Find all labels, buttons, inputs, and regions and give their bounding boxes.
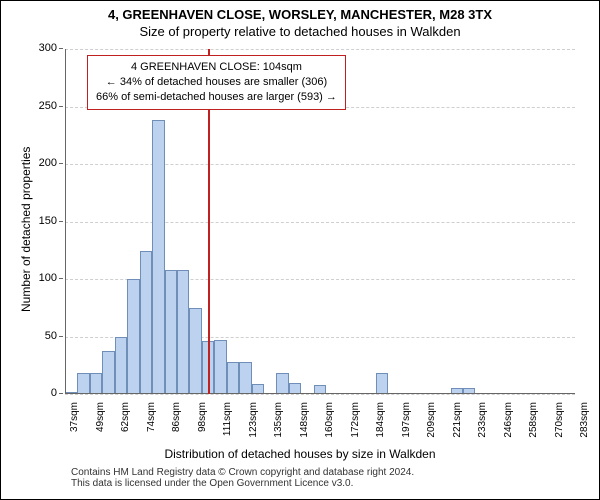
y-tick-label: 100: [31, 272, 57, 284]
x-tick-label: 98sqm: [197, 402, 208, 450]
x-tick-label: 246sqm: [503, 402, 514, 450]
footer-line2: This data is licensed under the Open Gov…: [71, 478, 414, 489]
gridline: [65, 222, 575, 223]
histogram-bar: [276, 373, 288, 394]
histogram-bar: [77, 373, 89, 394]
x-tick-label: 148sqm: [299, 402, 310, 450]
x-tick-label: 49sqm: [95, 402, 106, 450]
x-tick-label: 184sqm: [375, 402, 386, 450]
histogram-bar: [177, 270, 189, 394]
info-line-size: 4 GREENHAVEN CLOSE: 104sqm: [96, 60, 337, 75]
chart-title-address: 4, GREENHAVEN CLOSE, WORSLEY, MANCHESTER…: [1, 1, 599, 22]
x-tick-label: 111sqm: [222, 402, 233, 450]
histogram-bar: [165, 270, 177, 394]
footer-attribution: Contains HM Land Registry data © Crown c…: [71, 467, 414, 489]
x-axis-line: [65, 393, 575, 394]
histogram-bar: [189, 308, 201, 394]
histogram-bar: [90, 373, 102, 394]
info-box: 4 GREENHAVEN CLOSE: 104sqm ← 34% of deta…: [87, 55, 346, 110]
chart-subtitle: Size of property relative to detached ho…: [1, 22, 599, 39]
gridline: [65, 49, 575, 50]
x-tick-label: 37sqm: [69, 402, 80, 450]
histogram-bar: [127, 279, 139, 394]
histogram-bar: [227, 362, 239, 394]
gridline: [65, 164, 575, 165]
x-tick-label: 270sqm: [554, 402, 565, 450]
x-tick-label: 123sqm: [248, 402, 259, 450]
x-tick-label: 86sqm: [171, 402, 182, 450]
histogram-bar: [102, 351, 114, 394]
histogram-bar: [140, 251, 152, 394]
y-tick-label: 250: [31, 100, 57, 112]
x-tick-label: 283sqm: [579, 402, 590, 450]
y-tick-label: 200: [31, 157, 57, 169]
x-tick-label: 135sqm: [273, 402, 284, 450]
y-tick-label: 150: [31, 215, 57, 227]
histogram-bar: [152, 120, 164, 394]
x-tick-label: 221sqm: [452, 402, 463, 450]
histogram-bar: [214, 340, 226, 394]
y-axis-line: [65, 49, 66, 394]
histogram-bar: [115, 337, 127, 395]
x-tick-label: 160sqm: [324, 402, 335, 450]
x-tick-label: 209sqm: [426, 402, 437, 450]
x-tick-label: 172sqm: [350, 402, 361, 450]
info-line-smaller: ← 34% of detached houses are smaller (30…: [96, 75, 337, 90]
footer-line1: Contains HM Land Registry data © Crown c…: [71, 467, 414, 478]
histogram-bar: [239, 362, 251, 394]
histogram-bar: [376, 373, 388, 394]
gridline: [65, 394, 575, 395]
x-tick-label: 74sqm: [146, 402, 157, 450]
y-tick-label: 50: [31, 330, 57, 342]
x-tick-label: 258sqm: [528, 402, 539, 450]
y-tick-label: 0: [31, 387, 57, 399]
x-tick-label: 62sqm: [120, 402, 131, 450]
x-tick-label: 233sqm: [477, 402, 488, 450]
x-tick-label: 197sqm: [401, 402, 412, 450]
chart-container: { "title_line1": "4, GREENHAVEN CLOSE, W…: [0, 0, 600, 500]
info-line-larger: 66% of semi-detached houses are larger (…: [96, 90, 337, 105]
y-axis-label: Number of detached properties: [19, 146, 33, 311]
y-tick-label: 300: [31, 42, 57, 54]
